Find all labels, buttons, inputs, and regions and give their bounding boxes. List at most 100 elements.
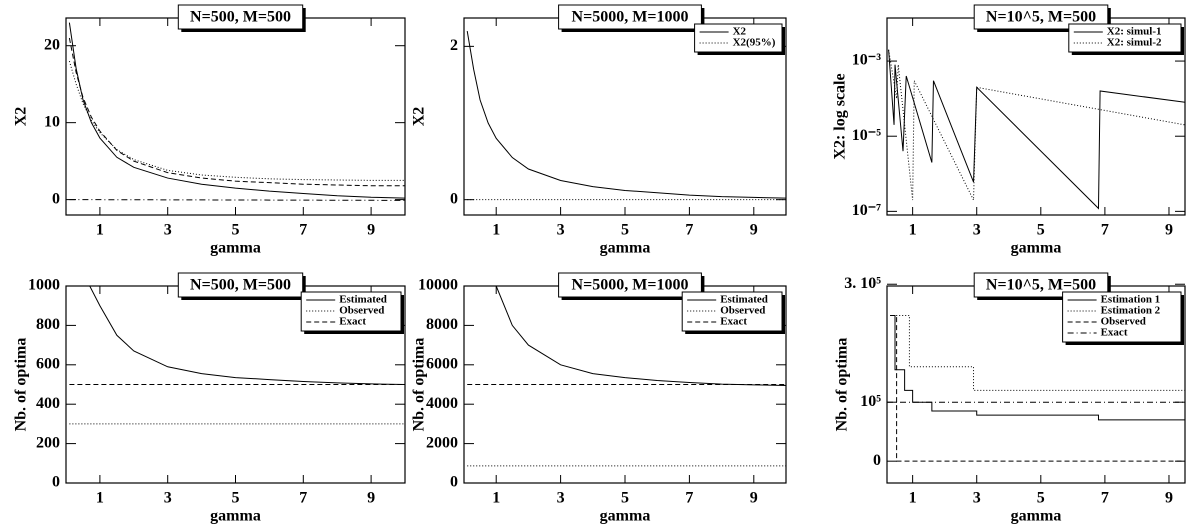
title-box xyxy=(558,4,702,30)
x-tick-label: 3 xyxy=(557,490,565,507)
legend-label: X2: simul-2 xyxy=(1107,37,1162,49)
x-tick-label: 1 xyxy=(909,490,917,507)
y-tick-label: 0 xyxy=(450,474,458,491)
x-tick-label: 1 xyxy=(96,490,104,507)
y-tick-label: 3. 10⁵ xyxy=(844,275,881,292)
x-tick-label: 7 xyxy=(299,490,307,507)
y-tick-label: 800 xyxy=(36,316,60,333)
x-tick-label: 3 xyxy=(164,490,172,507)
legend-label: Observed xyxy=(1101,316,1146,328)
x-tick-label: 7 xyxy=(685,490,693,507)
x-tick-label: 3 xyxy=(973,490,981,507)
y-tick-label: 600 xyxy=(36,355,60,372)
legend-label: X2 xyxy=(733,26,747,38)
plot-frame xyxy=(65,17,406,216)
series-line xyxy=(890,314,1185,391)
chart-title: N=5000, M=1000 xyxy=(572,277,689,294)
x-tick-label: 7 xyxy=(1101,490,1109,507)
chart-title: N=10^5, M=500 xyxy=(986,9,1096,26)
x-axis-label: gamma xyxy=(1011,508,1062,525)
y-tick-label: 10 xyxy=(44,113,60,130)
x-tick-label: 7 xyxy=(299,222,307,239)
title-box xyxy=(558,272,702,298)
x-tick-label: 9 xyxy=(367,490,375,507)
y-tick-label: 0 xyxy=(52,190,60,207)
y-tick-label: 10⁻⁵ xyxy=(852,127,881,144)
y-tick-label: 4000 xyxy=(426,395,458,412)
x-tick-label: 9 xyxy=(750,490,758,507)
y-tick-label: 1000 xyxy=(28,277,60,294)
y-tick-label: 2 xyxy=(450,37,458,54)
legend-box xyxy=(1068,23,1182,53)
legend-label: Estimated xyxy=(720,294,768,306)
x-tick-label: 1 xyxy=(492,222,500,239)
legend-label: Estimated xyxy=(339,294,387,306)
y-tick-label: 400 xyxy=(36,395,60,412)
x-tick-label: 3 xyxy=(973,222,981,239)
y-tick-label: 0 xyxy=(450,190,458,207)
x-axis-label: gamma xyxy=(600,240,651,257)
y-tick-label: 200 xyxy=(36,434,60,451)
legend-label: Exact xyxy=(1101,327,1128,339)
x-tick-label: 5 xyxy=(621,490,629,507)
y-tick-label: 10000 xyxy=(418,277,458,294)
x-tick-label: 5 xyxy=(1037,222,1045,239)
y-tick-label: 8000 xyxy=(426,316,458,333)
y-axis-label: X2 xyxy=(411,107,428,127)
series-line xyxy=(68,22,405,199)
title-box xyxy=(177,272,304,298)
y-tick-label: 10⁻⁷ xyxy=(852,202,881,219)
y-tick-label: 0 xyxy=(52,474,60,491)
legend-label: X2(95%) xyxy=(733,37,776,49)
title-box xyxy=(177,4,304,30)
legend-label: Exact xyxy=(339,316,366,328)
y-axis-label: X2: log scale xyxy=(832,73,849,159)
x-axis-label: gamma xyxy=(1011,240,1062,257)
panel: 1 3 5 7 9 0 10⁵ 3. 10⁵ gamma Nb. of optima N=10^5,… xyxy=(834,272,1186,525)
x-tick-label: 5 xyxy=(1037,490,1045,507)
x-tick-label: 5 xyxy=(232,490,240,507)
y-axis-label: X2 xyxy=(13,107,30,127)
x-tick-label: 3 xyxy=(164,222,172,239)
x-axis-label: gamma xyxy=(600,508,651,525)
series-line xyxy=(888,49,1185,210)
series-line xyxy=(89,286,405,385)
x-tick-label: 9 xyxy=(367,222,375,239)
legend-label: Estimation 1 xyxy=(1101,294,1161,306)
y-tick-label: 10⁻³ xyxy=(852,52,881,69)
chart-title: N=5000, M=1000 xyxy=(572,9,689,26)
legend-label: Observed xyxy=(720,305,765,317)
legend-label: Observed xyxy=(339,305,384,317)
x-axis-label: gamma xyxy=(210,240,261,257)
series-line xyxy=(68,60,405,181)
x-tick-label: 1 xyxy=(492,490,500,507)
panel: 1 3 5 7 9 0 200 400 600 800 1000 gamma Nb. of optima… xyxy=(13,272,406,525)
x-tick-label: 5 xyxy=(621,222,629,239)
series-line xyxy=(888,49,1185,201)
series-line xyxy=(890,314,1185,462)
y-tick-label: 20 xyxy=(44,36,60,53)
y-tick-label: 2000 xyxy=(426,434,458,451)
legend-label: Exact xyxy=(720,316,747,328)
legend-label: X2: simul-1 xyxy=(1107,26,1162,38)
x-tick-label: 7 xyxy=(685,222,693,239)
y-tick-label: 10⁵ xyxy=(860,393,881,410)
chart-title: N=500, M=500 xyxy=(190,277,291,294)
x-tick-label: 1 xyxy=(96,222,104,239)
panel: 1 3 5 7 9 0 2000 4000 6000 8000 10000 gamma Nb. of o… xyxy=(411,272,787,525)
x-tick-label: 5 xyxy=(232,222,240,239)
series-line xyxy=(466,30,786,199)
legend-box xyxy=(694,23,783,53)
x-tick-label: 9 xyxy=(1165,490,1173,507)
chart-title: N=500, M=500 xyxy=(190,9,291,26)
x-axis-label: gamma xyxy=(210,508,261,525)
y-axis-label: Nb. of optima xyxy=(411,338,428,432)
x-tick-label: 3 xyxy=(557,222,565,239)
x-tick-label: 9 xyxy=(750,222,758,239)
x-tick-label: 9 xyxy=(1165,222,1173,239)
y-axis-label: Nb. of optima xyxy=(13,338,30,432)
y-tick-label: 0 xyxy=(873,452,881,469)
